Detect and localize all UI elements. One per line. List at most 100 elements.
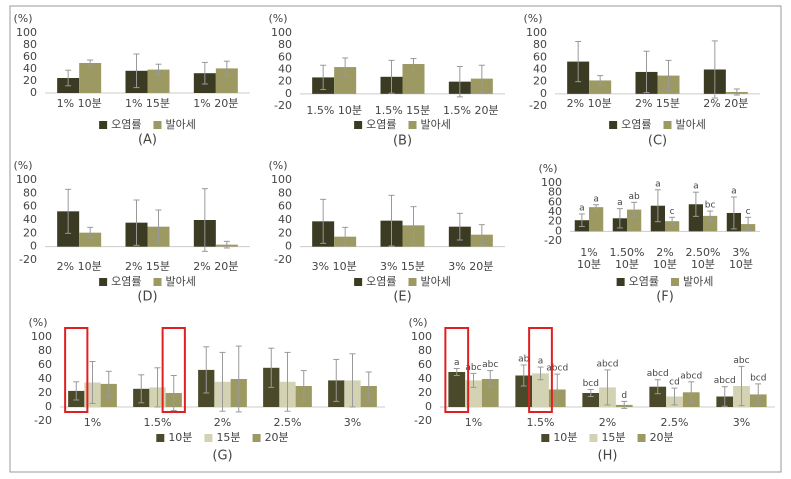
x-tick-label: 1.5% xyxy=(144,416,172,429)
y-tick-label: 60 xyxy=(38,358,52,371)
y-tick-label: 80 xyxy=(278,186,292,199)
bar xyxy=(665,221,680,232)
highlight-box xyxy=(528,327,553,413)
panel-label: (D) xyxy=(137,290,157,305)
x-tick-label: 2% 15분 xyxy=(635,97,680,110)
y-tick-label: 40 xyxy=(23,213,37,226)
significance-letter: a xyxy=(731,187,737,197)
legend-swatch xyxy=(637,434,646,442)
x-tick-label: 2.5% xyxy=(661,416,689,429)
legend-label: 20분 xyxy=(265,431,289,444)
significance-letter: a xyxy=(593,194,599,204)
legend-label: 오염률 xyxy=(111,275,141,288)
significance-letter: bc xyxy=(705,201,716,211)
x-tick-label: 2% 10분 xyxy=(57,260,102,273)
legend-label: 오염률 xyxy=(366,118,396,131)
y-tick-label: 0 xyxy=(30,240,37,253)
panel-label: (B) xyxy=(393,134,412,149)
significance-letter: ab xyxy=(629,192,641,202)
bar xyxy=(582,393,600,407)
significance-letter: a xyxy=(538,357,544,367)
x-tick-label: 3% 15분 xyxy=(380,260,425,273)
legend-swatch xyxy=(153,278,162,286)
y-tick-label: 100 xyxy=(411,330,432,343)
legend-label: 발아세 xyxy=(421,275,451,288)
y-tick-label: 0 xyxy=(45,400,52,413)
y-tick-label: -20 xyxy=(274,99,292,112)
y-axis-label: (%) xyxy=(13,159,32,172)
y-tick-label: 20 xyxy=(23,74,37,87)
y-tick-label: 100 xyxy=(16,173,37,186)
bar xyxy=(215,68,238,93)
y-axis-label: (%) xyxy=(28,316,47,329)
y-tick-label: 20 xyxy=(548,215,562,228)
y-tick-label: 40 xyxy=(278,63,292,76)
y-tick-label: 0 xyxy=(285,87,292,100)
x-tick-label: 2.5% xyxy=(274,416,302,429)
legend-swatch xyxy=(99,278,108,286)
y-axis-label: (%) xyxy=(268,12,287,25)
y-tick-label: 40 xyxy=(548,205,562,218)
x-tick-label: 3% 10분 xyxy=(312,260,357,273)
y-tick-label: 100 xyxy=(526,26,547,39)
x-tick-label: 1% 15분 xyxy=(125,97,170,110)
y-tick-label: 60 xyxy=(548,195,562,208)
significance-letter: abcd xyxy=(546,364,568,374)
x-tick-label: 1.5% 10분 xyxy=(306,104,362,117)
y-tick-label: 0 xyxy=(30,86,37,99)
legend-label: 발아세 xyxy=(676,118,706,131)
y-tick-label: -20 xyxy=(274,253,292,266)
significance-letter: a xyxy=(693,182,699,192)
x-tick-label: 2% xyxy=(599,416,616,429)
x-tick-label: 1.5% 15분 xyxy=(375,104,431,117)
panel-label: (F) xyxy=(656,290,674,305)
legend-swatch xyxy=(541,434,550,442)
significance-letter: a xyxy=(655,179,661,189)
bar xyxy=(589,207,604,232)
significance-letter: c xyxy=(670,207,675,217)
bar xyxy=(334,67,357,94)
y-tick-label: 0 xyxy=(285,240,292,253)
x-tick-label: 2% xyxy=(214,416,231,429)
y-tick-label: 80 xyxy=(533,38,547,51)
y-tick-label: 100 xyxy=(31,330,52,343)
bar xyxy=(79,63,102,93)
highlight-box xyxy=(161,327,186,413)
x-tick-label: 2% 20분 xyxy=(193,260,238,273)
y-tick-label: 0 xyxy=(555,224,562,237)
y-tick-label: 80 xyxy=(278,38,292,51)
legend-label: 20분 xyxy=(650,431,674,444)
y-tick-label: 60 xyxy=(278,200,292,213)
x-tick-label: 2% 10분 xyxy=(653,246,677,271)
panel-label: (E) xyxy=(393,290,411,305)
x-tick-label: 1% xyxy=(84,416,101,429)
x-tick-label: 1.5% xyxy=(527,416,555,429)
highlight-box xyxy=(444,327,470,413)
significance-letter: ab xyxy=(518,355,530,365)
legend-label: 발아세 xyxy=(683,275,713,288)
bar xyxy=(481,379,499,407)
panel-label: (C) xyxy=(648,134,667,149)
x-tick-label: 1.50% 10분 xyxy=(610,246,645,271)
bar xyxy=(147,69,170,93)
y-tick-label: 20 xyxy=(38,386,52,399)
significance-letter: bcd xyxy=(750,373,766,383)
y-axis-label: (%) xyxy=(538,162,557,175)
legend-swatch xyxy=(589,434,598,442)
legend-label: 15분 xyxy=(601,431,625,444)
panel-label: (H) xyxy=(598,449,618,464)
significance-letter: abc xyxy=(733,356,749,366)
highlight-box xyxy=(64,327,89,413)
x-tick-label: 2% 20분 xyxy=(703,97,748,110)
bar xyxy=(703,215,718,232)
y-tick-label: 80 xyxy=(548,186,562,199)
y-tick-label: 20 xyxy=(278,75,292,88)
bar xyxy=(688,204,703,232)
y-tick-label: 40 xyxy=(38,372,52,385)
y-tick-label: 80 xyxy=(23,38,37,51)
legend-swatch xyxy=(252,434,261,442)
legend-swatch xyxy=(354,121,363,129)
legend-swatch xyxy=(609,121,618,129)
legend-label: 오염률 xyxy=(111,118,141,131)
